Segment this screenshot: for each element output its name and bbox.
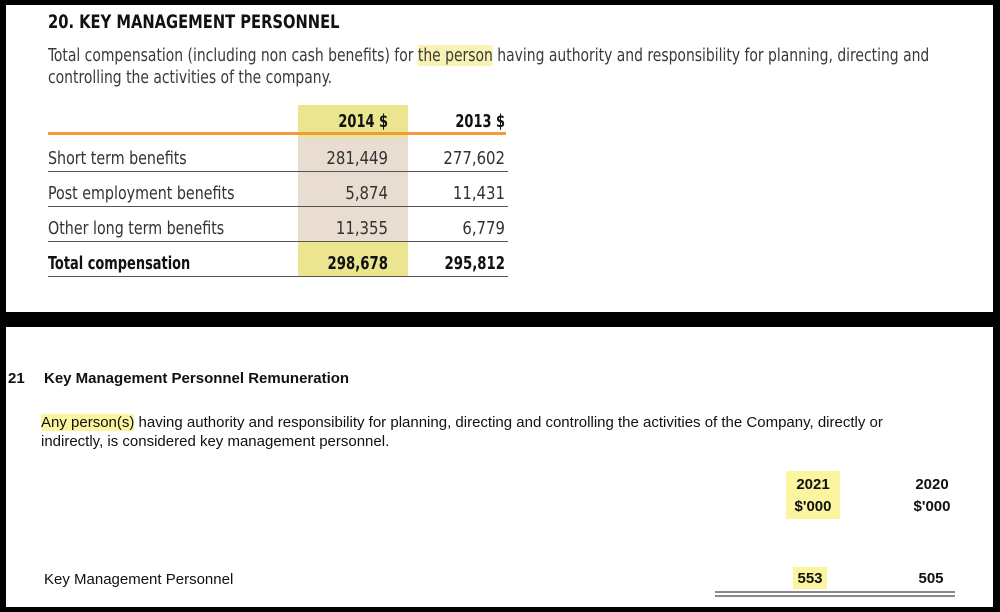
description-text: having authority and responsibility for … [41, 414, 883, 450]
column-unit-2020: $'000 [913, 498, 951, 515]
section-description: Any person(s) having authority and respo… [41, 413, 941, 451]
section-description: Total compensation (including non cash b… [48, 45, 942, 89]
row-label-kmp: Key Management Personnel [44, 571, 234, 588]
value-2014-other-long-term: 11,355 [335, 218, 388, 239]
value-2013-total: 295,812 [444, 253, 505, 274]
total-rule [48, 276, 508, 277]
row-divider [48, 206, 508, 207]
bottom-excerpt-panel: 21 Key Management Personnel Remuneration… [6, 327, 993, 607]
row-label-other-long-term: Other long term benefits [48, 218, 225, 239]
value-2014-short-term: 281,449 [326, 148, 388, 169]
description-text-rest: having authority and responsibility for … [48, 45, 930, 88]
total-rule [715, 591, 955, 593]
value-2013-post-employment: 11,431 [452, 183, 505, 204]
highlighted-phrase: the person [417, 45, 493, 66]
value-2021-highlight [793, 567, 827, 589]
row-divider [48, 241, 508, 242]
column-year-2020: 2020 [915, 476, 949, 493]
section-number: 21 [8, 370, 25, 387]
row-label-short-term: Short term benefits [48, 148, 187, 169]
total-rule-double [715, 595, 955, 597]
value-2013-other-long-term: 6,779 [462, 218, 505, 239]
row-divider [48, 171, 508, 172]
section-title: Key Management Personnel Remuneration [44, 370, 350, 387]
value-2013-short-term: 277,602 [443, 148, 505, 169]
column-header-2014: 2014 $ [338, 111, 388, 132]
description-text: Total compensation (including non cash b… [48, 45, 418, 66]
column-2014-total-highlight [298, 242, 408, 277]
column-header-2013: 2013 $ [455, 111, 505, 132]
value-2021: 553 [797, 570, 823, 587]
top-excerpt-panel: 20. KEY MANAGEMENT PERSONNEL Total compe… [6, 5, 993, 312]
column-2021-highlight [786, 471, 840, 519]
value-2020: 505 [918, 570, 944, 587]
row-label-post-employment: Post employment benefits [48, 183, 235, 204]
value-2014-total: 298,678 [327, 253, 388, 274]
row-label-total: Total compensation [48, 253, 191, 274]
highlighted-phrase: Any person(s) [41, 414, 135, 431]
column-year-2021: 2021 [796, 476, 830, 493]
value-2014-post-employment: 5,874 [345, 183, 388, 204]
section-heading: 20. KEY MANAGEMENT PERSONNEL [48, 11, 340, 33]
header-rule [48, 132, 506, 135]
column-unit-2021: $'000 [794, 498, 832, 515]
